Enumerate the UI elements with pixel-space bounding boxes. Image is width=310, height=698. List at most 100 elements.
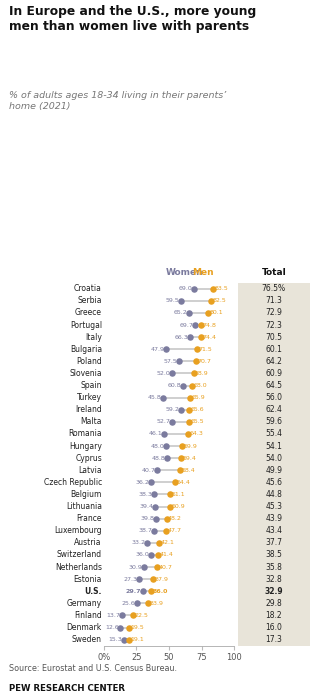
Text: Turkey: Turkey bbox=[77, 393, 102, 402]
Point bbox=[135, 597, 140, 609]
Text: 32.9: 32.9 bbox=[264, 587, 283, 595]
Text: 68.0: 68.0 bbox=[194, 383, 208, 388]
Text: 62.4: 62.4 bbox=[265, 406, 282, 414]
Text: Serbia: Serbia bbox=[78, 297, 102, 305]
Text: 60.9: 60.9 bbox=[265, 369, 282, 378]
Point bbox=[153, 501, 157, 512]
Point bbox=[145, 597, 150, 609]
Text: 17.3: 17.3 bbox=[265, 635, 282, 644]
Text: 45.3: 45.3 bbox=[265, 502, 282, 511]
Text: 54.4: 54.4 bbox=[176, 480, 190, 485]
Point bbox=[191, 283, 196, 295]
Point bbox=[165, 452, 170, 463]
Text: Men: Men bbox=[192, 268, 214, 277]
Text: 29.8: 29.8 bbox=[265, 599, 282, 608]
Point bbox=[210, 283, 215, 295]
Text: 68.9: 68.9 bbox=[195, 371, 209, 376]
Text: 74.8: 74.8 bbox=[203, 322, 217, 327]
Text: Italy: Italy bbox=[85, 333, 102, 341]
Text: Spain: Spain bbox=[80, 381, 102, 390]
Text: 22.5: 22.5 bbox=[135, 613, 148, 618]
Text: 45.8: 45.8 bbox=[148, 395, 162, 400]
Text: 48.2: 48.2 bbox=[168, 516, 182, 521]
Point bbox=[140, 586, 145, 597]
Point bbox=[161, 392, 166, 403]
Text: Malta: Malta bbox=[80, 417, 102, 426]
Point bbox=[142, 561, 147, 572]
Point bbox=[192, 320, 197, 331]
Text: U.S.: U.S. bbox=[85, 587, 102, 595]
Text: 58.4: 58.4 bbox=[181, 468, 195, 473]
Text: Hungary: Hungary bbox=[69, 442, 102, 450]
Text: 52.7: 52.7 bbox=[157, 419, 171, 424]
Text: Czech Republic: Czech Republic bbox=[44, 478, 102, 487]
Text: Lithuania: Lithuania bbox=[66, 502, 102, 511]
Text: 29.7: 29.7 bbox=[126, 588, 141, 594]
Text: 59.5: 59.5 bbox=[166, 298, 180, 304]
Point bbox=[151, 489, 156, 500]
Text: 55.4: 55.4 bbox=[265, 429, 282, 438]
Text: 70.5: 70.5 bbox=[265, 333, 282, 341]
Text: 12.6: 12.6 bbox=[105, 625, 119, 630]
Text: 72.3: 72.3 bbox=[265, 320, 282, 329]
Text: Austria: Austria bbox=[74, 538, 102, 547]
Text: 60.1: 60.1 bbox=[265, 345, 282, 354]
Text: 65.9: 65.9 bbox=[191, 395, 205, 400]
Point bbox=[193, 356, 198, 367]
Point bbox=[172, 477, 177, 488]
Point bbox=[187, 416, 192, 427]
Text: 54.1: 54.1 bbox=[265, 442, 282, 450]
Point bbox=[186, 307, 191, 318]
Text: Source: Eurostat and U.S. Census Bureau.: Source: Eurostat and U.S. Census Bureau. bbox=[9, 664, 177, 674]
Text: Estonia: Estonia bbox=[73, 574, 102, 584]
Point bbox=[131, 610, 136, 621]
Text: Finland: Finland bbox=[74, 611, 102, 620]
Text: 71.5: 71.5 bbox=[198, 347, 212, 352]
Text: 38.5: 38.5 bbox=[265, 551, 282, 559]
Text: % of adults ages 18-34 living in their parents’
home (2021): % of adults ages 18-34 living in their p… bbox=[9, 91, 227, 111]
Text: 47.9: 47.9 bbox=[151, 347, 165, 352]
Text: Ireland: Ireland bbox=[75, 406, 102, 414]
Text: 70.7: 70.7 bbox=[197, 359, 211, 364]
Text: 80.1: 80.1 bbox=[210, 311, 223, 315]
Text: 27.3: 27.3 bbox=[124, 577, 138, 581]
Point bbox=[148, 477, 153, 488]
Text: 64.3: 64.3 bbox=[189, 431, 203, 436]
Text: 52.0: 52.0 bbox=[156, 371, 170, 376]
Point bbox=[155, 549, 160, 560]
Text: 40.7: 40.7 bbox=[141, 468, 155, 473]
Text: 66.3: 66.3 bbox=[175, 334, 188, 340]
Text: Cyprus: Cyprus bbox=[75, 454, 102, 463]
Point bbox=[126, 634, 131, 645]
Text: 59.2: 59.2 bbox=[166, 407, 179, 413]
Text: 59.9: 59.9 bbox=[184, 443, 197, 449]
Text: 19.1: 19.1 bbox=[130, 637, 144, 642]
Text: 13.7: 13.7 bbox=[106, 613, 120, 618]
Text: 71.3: 71.3 bbox=[265, 297, 282, 305]
Text: 48.8: 48.8 bbox=[152, 456, 166, 461]
Point bbox=[168, 489, 173, 500]
Text: Bulgaria: Bulgaria bbox=[70, 345, 102, 354]
Point bbox=[198, 332, 203, 343]
Point bbox=[199, 320, 204, 331]
Point bbox=[190, 380, 195, 391]
Point bbox=[119, 610, 124, 621]
Text: Belgium: Belgium bbox=[70, 490, 102, 499]
Text: Greece: Greece bbox=[75, 309, 102, 318]
Point bbox=[154, 465, 159, 476]
Point bbox=[148, 549, 153, 560]
Text: 18.2: 18.2 bbox=[266, 611, 282, 620]
Text: 30.9: 30.9 bbox=[129, 565, 143, 570]
Text: 39.4: 39.4 bbox=[140, 504, 153, 509]
Text: 35.8: 35.8 bbox=[265, 563, 282, 572]
Point bbox=[156, 537, 161, 549]
Text: 69.0: 69.0 bbox=[178, 286, 192, 291]
Text: 32.8: 32.8 bbox=[265, 574, 282, 584]
Text: 64.2: 64.2 bbox=[265, 357, 282, 366]
Point bbox=[187, 404, 192, 415]
Text: 57.5: 57.5 bbox=[163, 359, 177, 364]
Point bbox=[148, 586, 153, 597]
Text: 48.0: 48.0 bbox=[151, 443, 165, 449]
Text: Poland: Poland bbox=[76, 357, 102, 366]
Text: 44.8: 44.8 bbox=[265, 490, 282, 499]
